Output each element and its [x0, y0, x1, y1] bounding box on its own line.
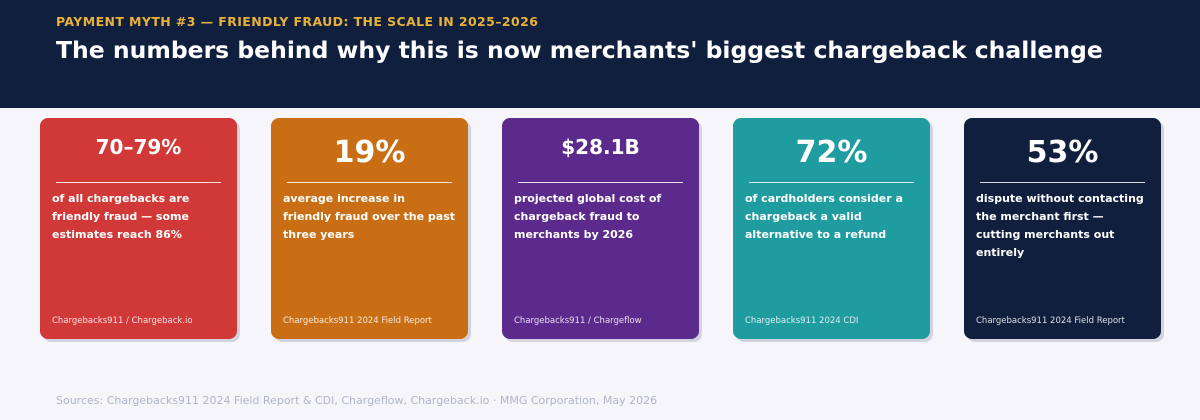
stat-description: of all chargebacks are friendly fraud — … [52, 192, 190, 241]
title: The numbers behind why this is now merch… [56, 36, 1103, 64]
stat-description: average increase in friendly fraud over … [283, 192, 456, 241]
stat-card: $28.1B projected global cost of chargeba… [502, 118, 699, 339]
stat-source: Chargebacks911 2024 Field Report [976, 316, 1125, 326]
divider [56, 182, 221, 183]
stat-source: Chargebacks911 / Chargeback.io [52, 316, 193, 326]
stat-description: dispute without contacting the merchant … [976, 192, 1144, 259]
stat-value: $28.1B [561, 135, 640, 159]
stat-source: Chargebacks911 2024 Field Report [283, 316, 432, 326]
stat-value: 72% [795, 135, 868, 170]
footer: Sources: Chargebacks911 2024 Field Repor… [56, 394, 658, 407]
stat-value: 70–79% [95, 135, 182, 159]
header: PAYMENT MYTH #3 — FRIENDLY FRAUD: THE SC… [0, 0, 1200, 108]
stat-description: projected global cost of chargeback frau… [514, 192, 662, 241]
kicker: PAYMENT MYTH #3 — FRIENDLY FRAUD: THE SC… [56, 14, 539, 29]
stat-card: 19% average increase in friendly fraud o… [271, 118, 468, 339]
stat-source: Chargebacks911 / Chargeflow [514, 316, 642, 326]
stat-value: 53% [1026, 135, 1099, 170]
stat-card: 53% dispute without contacting the merch… [964, 118, 1161, 339]
divider [518, 182, 683, 183]
divider [980, 182, 1145, 183]
stat-card: 70–79% of all chargebacks are friendly f… [40, 118, 237, 339]
divider [287, 182, 452, 183]
stat-value: 19% [333, 135, 406, 170]
stat-description: of cardholders consider a chargeback a v… [745, 192, 903, 241]
divider [749, 182, 914, 183]
stat-source: Chargebacks911 2024 CDI [745, 316, 859, 326]
stat-card: 72% of cardholders consider a chargeback… [733, 118, 930, 339]
